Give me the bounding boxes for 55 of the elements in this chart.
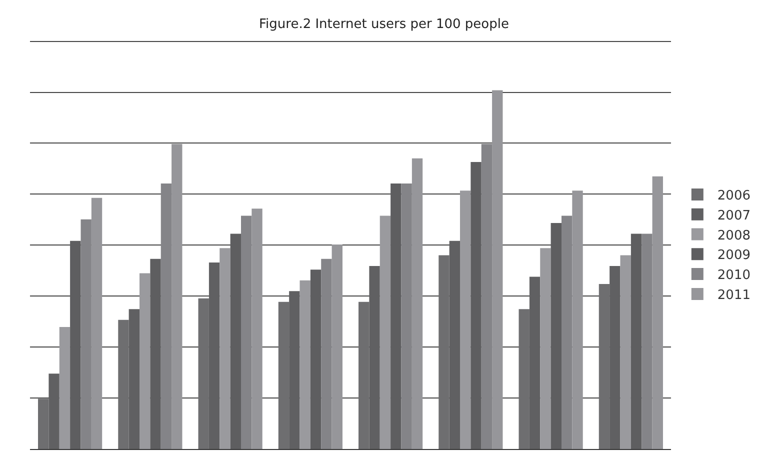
bar — [70, 240, 81, 449]
bar — [630, 234, 642, 449]
bar — [332, 244, 342, 449]
bar — [412, 158, 423, 449]
bar — [460, 190, 471, 449]
bar — [620, 255, 631, 449]
bar — [278, 302, 290, 449]
legend-label: 2007 — [717, 208, 751, 224]
bar — [172, 144, 182, 449]
bar — [562, 216, 572, 449]
bar — [390, 184, 402, 449]
bar — [470, 162, 482, 449]
bar — [358, 302, 370, 449]
bar — [449, 240, 460, 449]
bar — [310, 270, 322, 449]
bar — [208, 262, 220, 449]
bar — [438, 255, 450, 449]
legend-label: 2008 — [717, 228, 751, 244]
bar — [150, 258, 161, 449]
bar — [59, 327, 70, 449]
bar — [518, 309, 530, 449]
bar — [289, 291, 300, 449]
bar — [91, 198, 102, 449]
legend-label: 2011 — [717, 288, 751, 304]
bar — [241, 216, 252, 449]
bar — [369, 266, 380, 449]
bar — [160, 184, 172, 449]
legend-label: 2010 — [717, 268, 751, 284]
bar — [492, 90, 503, 449]
bar — [80, 219, 92, 449]
legend-label: 2009 — [717, 248, 751, 264]
bar — [140, 273, 150, 449]
bar — [401, 184, 412, 449]
bar — [220, 248, 230, 449]
bar — [300, 280, 310, 449]
bar — [198, 298, 209, 449]
bar — [642, 234, 652, 449]
bar — [118, 320, 129, 449]
bar — [529, 276, 540, 449]
bar — [550, 222, 562, 449]
bar — [230, 234, 241, 449]
bar — [380, 216, 391, 449]
bar — [38, 398, 49, 449]
bar — [652, 176, 663, 449]
bar — [481, 144, 492, 449]
legend-label: 2006 — [717, 188, 751, 204]
bar — [48, 374, 60, 449]
bar — [128, 309, 140, 449]
chart-title: Figure.2 Internet users per 100 people — [259, 16, 509, 32]
bar — [572, 190, 583, 449]
bar — [252, 208, 262, 449]
bar — [321, 258, 332, 449]
bar — [610, 266, 620, 449]
bar — [598, 284, 610, 449]
bar — [540, 248, 551, 449]
